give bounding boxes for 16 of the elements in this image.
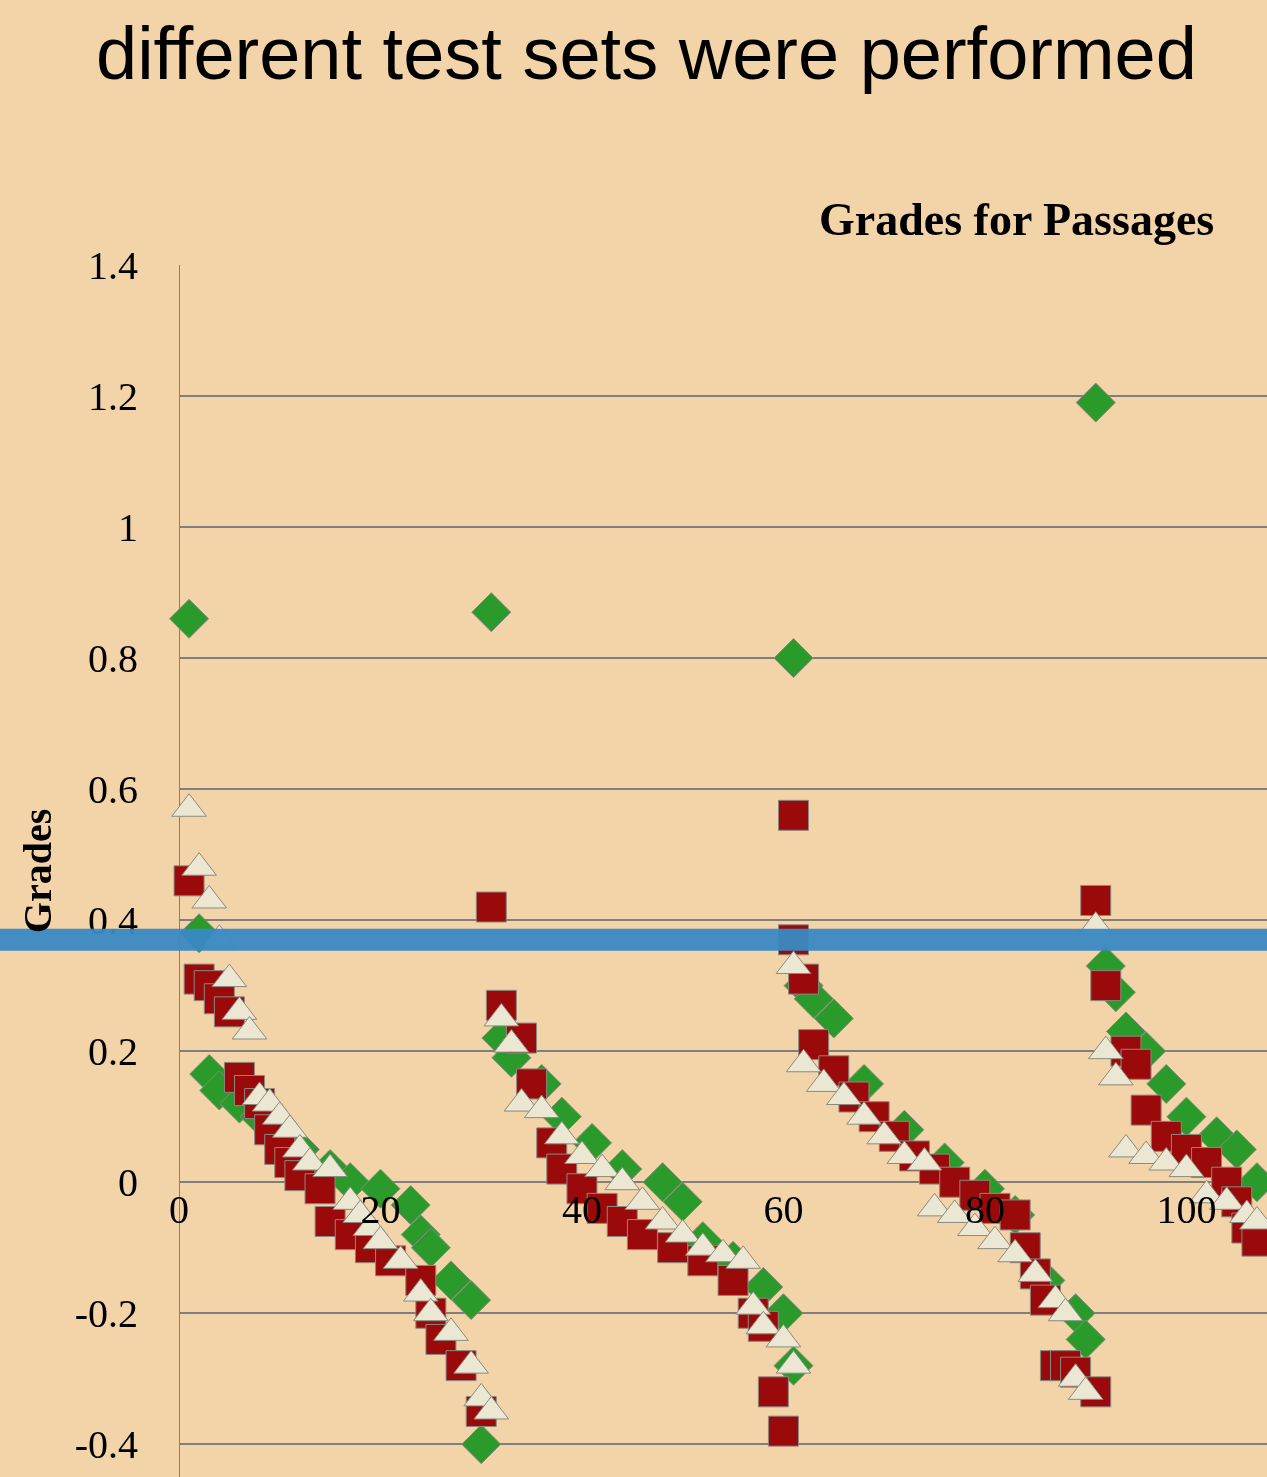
x-tick-label: 20 — [360, 1187, 401, 1233]
chart-subtitle: Grades for Passages — [819, 194, 1215, 245]
x-tick-label: 80 — [964, 1187, 1005, 1233]
chart-title: different test sets were performed — [96, 12, 1197, 95]
y-tick-label: 1.2 — [88, 374, 138, 420]
y-tick-label: 0.8 — [88, 636, 138, 682]
y-tick-label: 0.2 — [88, 1029, 138, 1075]
y-axis-title: Grades — [15, 808, 61, 934]
y-tick-label: 1.4 — [88, 243, 138, 288]
y-tick-label: -0.4 — [74, 1422, 138, 1468]
x-tick-label: 100 — [1156, 1187, 1217, 1233]
y-tick-label: 1 — [118, 505, 138, 551]
y-tick-label: 0.6 — [88, 767, 138, 813]
y-tick-label: -0.2 — [74, 1291, 138, 1337]
x-tick-label: 60 — [763, 1187, 804, 1233]
x-tick-label: 0 — [169, 1187, 189, 1233]
